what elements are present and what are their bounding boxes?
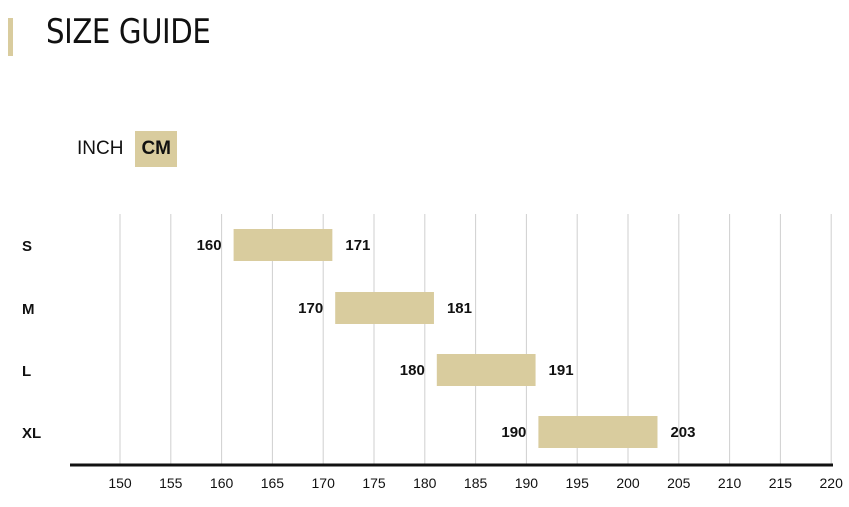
x-tick-label: 150	[108, 475, 132, 491]
x-tick-label: 175	[362, 475, 386, 491]
range-min-label: 160	[197, 237, 222, 254]
size-label-m: M	[22, 301, 35, 318]
x-tick-label: 200	[616, 475, 640, 491]
x-tick-label: 165	[261, 475, 285, 491]
x-tick-label: 170	[312, 475, 336, 491]
x-tick-label: 155	[159, 475, 183, 491]
x-tick-label: 195	[566, 475, 590, 491]
x-tick-label: 180	[413, 475, 437, 491]
title-accent-bar	[8, 18, 13, 56]
x-tick-label: 190	[515, 475, 539, 491]
range-min-label: 170	[298, 300, 323, 317]
x-tick-label: 220	[820, 475, 844, 491]
range-bar-m	[335, 292, 434, 324]
size-label-l: L	[22, 363, 31, 380]
unit-cm-button[interactable]: CM	[135, 131, 178, 167]
unit-toggle: INCH CM	[71, 131, 178, 167]
x-tick-label: 160	[210, 475, 234, 491]
x-tick-label: 210	[718, 475, 742, 491]
range-bar-xl	[538, 416, 658, 448]
range-min-label: 190	[501, 424, 526, 441]
x-tick-label: 185	[464, 475, 488, 491]
size-label-xl: XL	[22, 425, 41, 442]
range-bar-s	[233, 229, 333, 261]
range-max-label: 191	[549, 362, 574, 379]
unit-inch-button[interactable]: INCH	[71, 131, 129, 167]
range-max-label: 181	[447, 300, 472, 317]
range-min-label: 180	[400, 362, 425, 379]
range-bar-l	[436, 354, 536, 386]
range-max-label: 171	[345, 237, 370, 254]
x-tick-label: 215	[769, 475, 793, 491]
range-max-label: 203	[670, 424, 695, 441]
page-title: SIZE GUIDE	[46, 12, 211, 52]
x-tick-label: 205	[667, 475, 691, 491]
size-label-s: S	[22, 238, 32, 255]
